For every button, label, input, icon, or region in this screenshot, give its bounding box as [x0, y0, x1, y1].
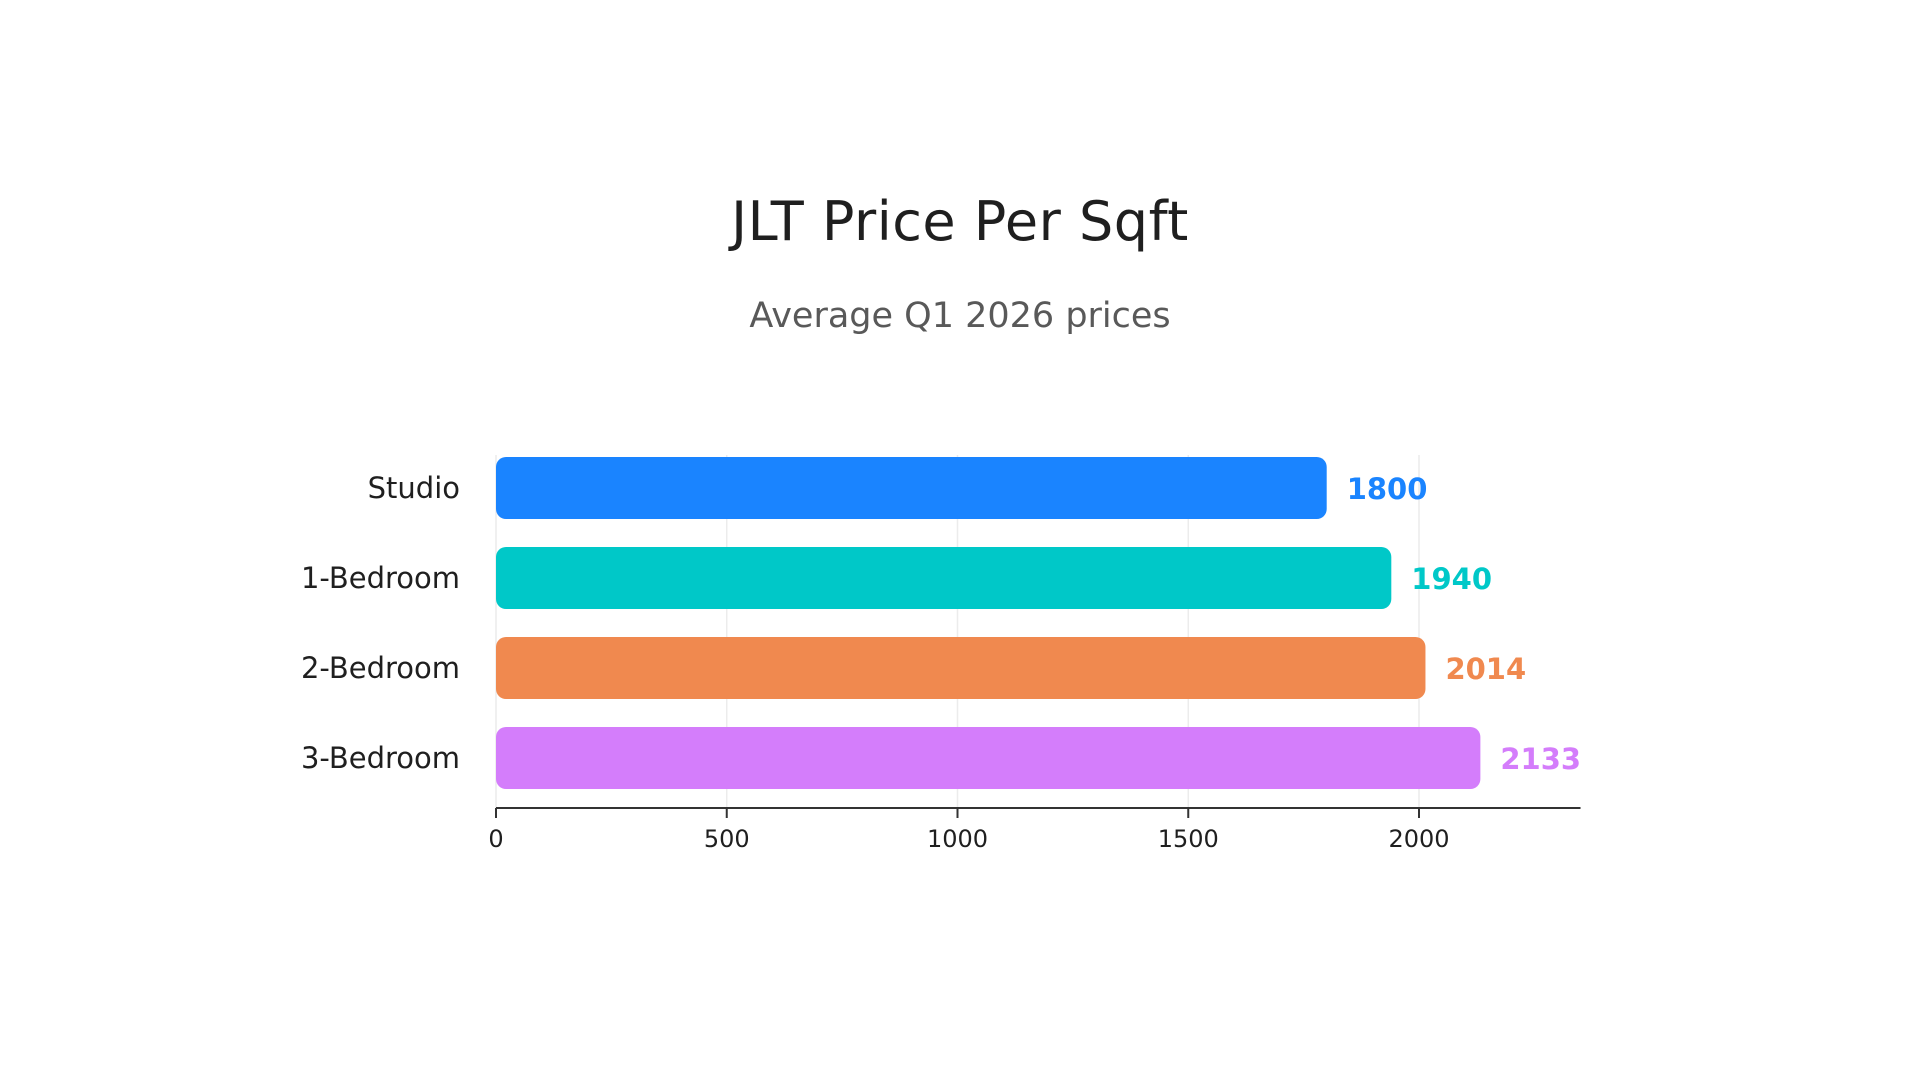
category-label: 3-Bedroom — [301, 741, 460, 775]
chart-subtitle: Average Q1 2026 prices — [749, 296, 1171, 336]
bar-1-bedroom — [496, 547, 1392, 609]
category-label: 1-Bedroom — [301, 561, 460, 595]
value-label: 2014 — [1445, 652, 1526, 686]
x-tick-label: 0 — [488, 825, 503, 853]
x-tick-label: 500 — [704, 825, 750, 853]
category-labels-group: Studio 1-Bedroom 2-Bedroom 3-Bedroom — [301, 471, 460, 775]
bar-studio — [496, 457, 1327, 519]
x-tick-label: 1500 — [1158, 825, 1219, 853]
category-label: Studio — [368, 471, 460, 505]
category-label: 2-Bedroom — [301, 651, 460, 685]
value-label: 2133 — [1500, 742, 1581, 776]
x-tick-label: 1000 — [927, 825, 988, 853]
bar-2-bedroom — [496, 637, 1426, 699]
bars-group — [496, 457, 1481, 789]
value-labels-group: 1800 1940 2014 2133 — [1347, 472, 1581, 776]
value-label: 1940 — [1411, 562, 1492, 596]
x-axis: 0 500 1000 1500 2000 — [488, 807, 1581, 853]
value-label: 1800 — [1347, 472, 1428, 506]
bar-3-bedroom — [496, 727, 1481, 789]
x-tick-label: 2000 — [1388, 825, 1449, 853]
chart-title: JLT Price Per Sqft — [731, 190, 1189, 253]
